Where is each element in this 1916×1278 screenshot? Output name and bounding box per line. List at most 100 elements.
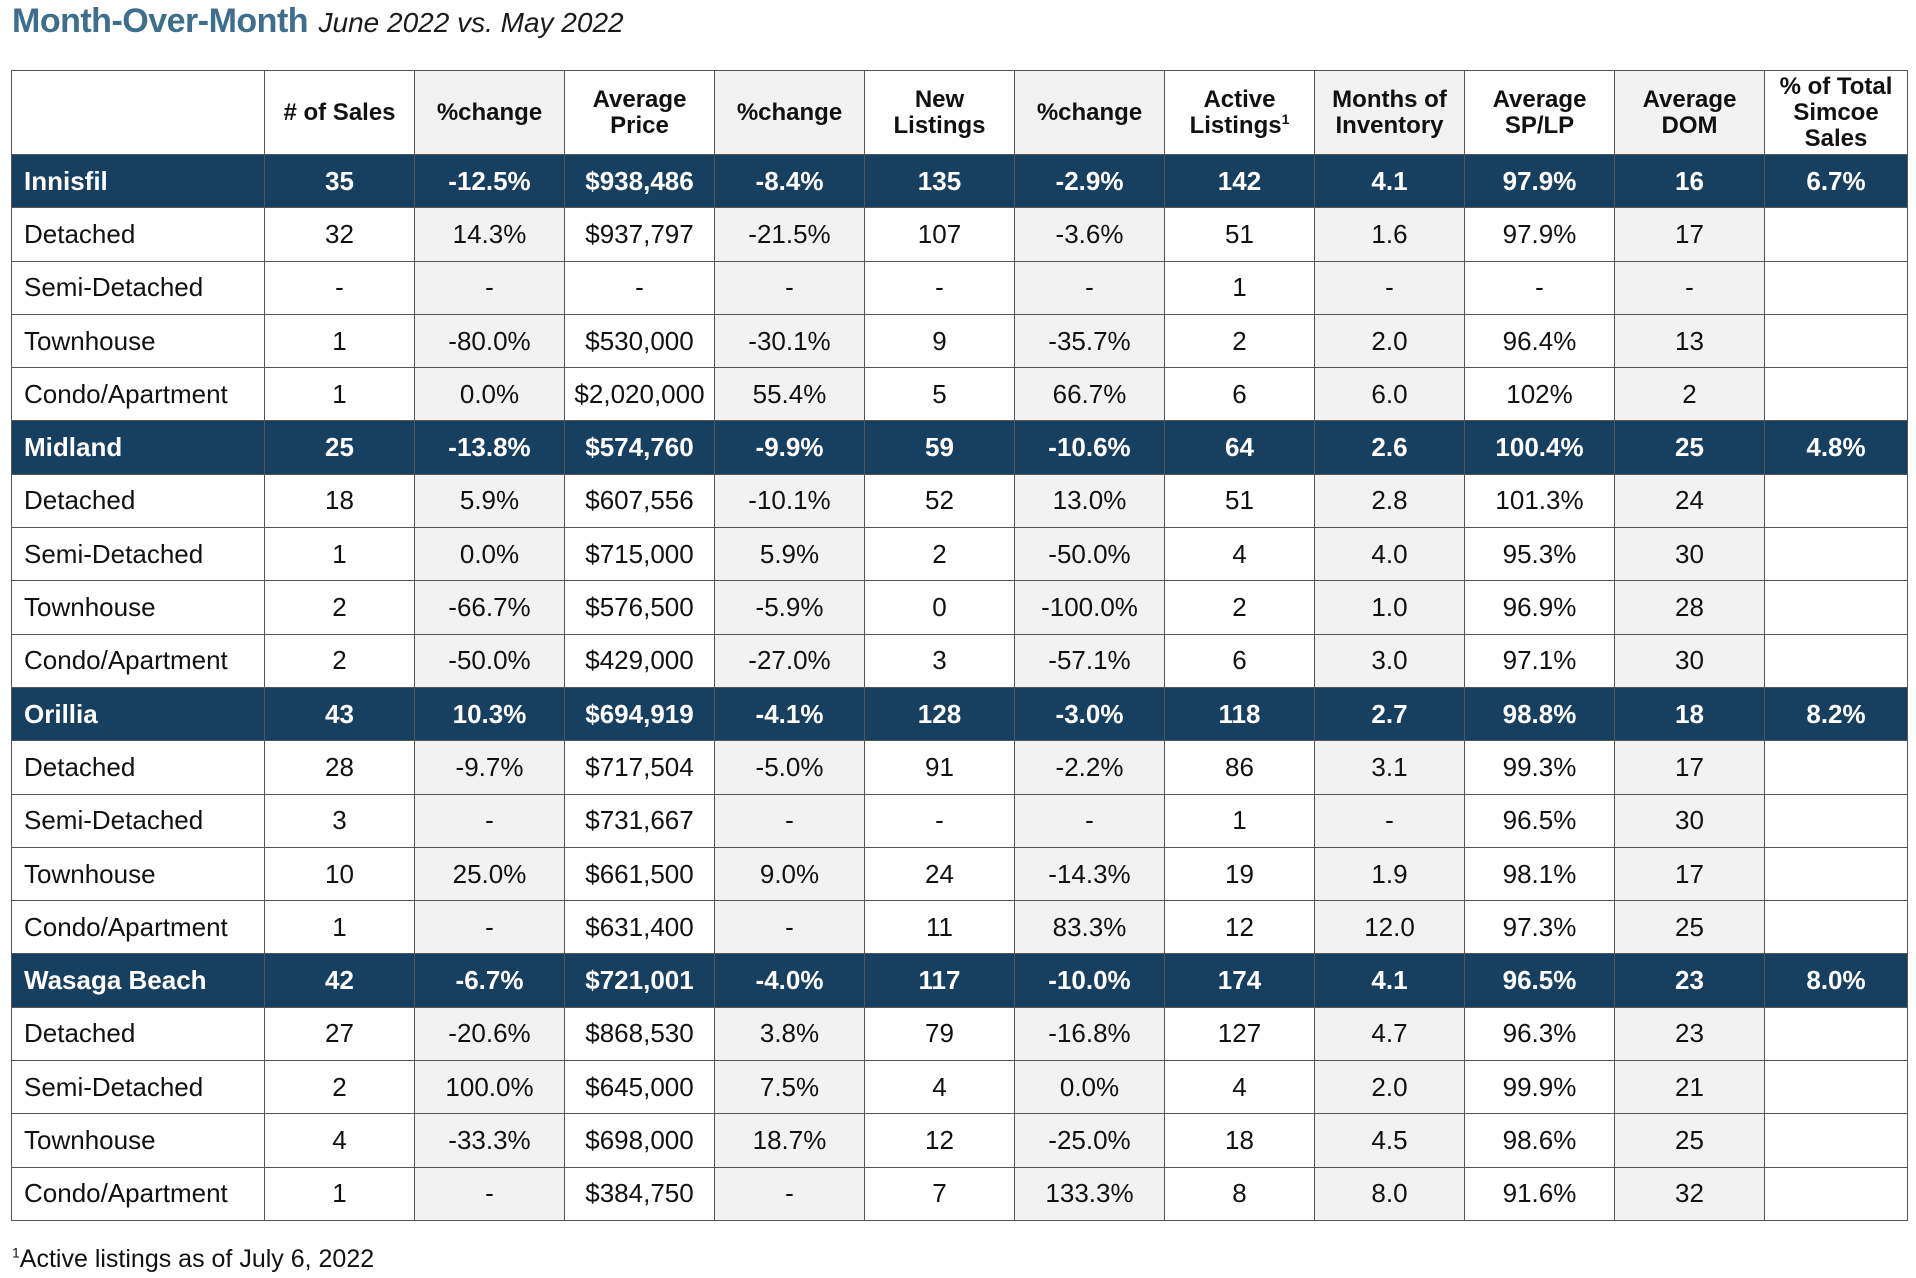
region-cell-sales-change: -6.7%: [414, 953, 565, 1008]
cell-average-sp-lp: 97.1%: [1464, 633, 1615, 688]
region-cell-average-sp-lp: 98.8%: [1464, 686, 1615, 742]
cell-new-listings: 2: [864, 527, 1015, 582]
property-type: Detached: [11, 473, 265, 529]
cell-price-change: 9.0%: [714, 846, 865, 902]
region-cell-active-listings: 174: [1164, 953, 1315, 1008]
region-cell-average-dom: 25: [1614, 420, 1765, 475]
column-header-label: # of Sales: [283, 98, 396, 126]
table-row: Townhouse 10 25.0% $661,500 9.0% 24 -14.3% 19 1.…: [11, 846, 1908, 902]
region-cell-sales: 35: [264, 153, 415, 209]
cell-percent-total-simcoe-sales: [1764, 793, 1908, 848]
cell-active-listings: 2: [1164, 313, 1315, 369]
cell-average-price: $715,000: [564, 527, 715, 582]
property-type: Semi-Detached: [11, 260, 265, 315]
region-cell-sales: 43: [264, 686, 415, 742]
cell-average-price: $607,556: [564, 473, 715, 529]
cell-sales: 28: [264, 740, 415, 795]
cell-new-listings-change: 66.7%: [1014, 367, 1165, 422]
cell-average-sp-lp: 99.9%: [1464, 1060, 1615, 1115]
property-type: Condo/Apartment: [11, 633, 265, 688]
cell-sales: 1: [264, 1166, 415, 1221]
cell-new-listings-change: -: [1014, 793, 1165, 848]
cell-months-of-inventory: 4.7: [1314, 1006, 1465, 1062]
cell-average-dom: 21: [1614, 1060, 1765, 1115]
cell-new-listings-change: -14.3%: [1014, 846, 1165, 902]
cell-active-listings: 6: [1164, 367, 1315, 422]
cell-new-listings: 79: [864, 1006, 1015, 1062]
table-row: Detached 27 -20.6% $868,530 3.8% 79 -16.8% 127 4…: [11, 1006, 1908, 1062]
cell-average-dom: 2: [1614, 367, 1765, 422]
title-subtitle: June 2022 vs. May 2022: [318, 7, 624, 38]
region-cell-active-listings: 64: [1164, 420, 1315, 475]
property-type: Semi-Detached: [11, 527, 265, 582]
region-cell-months-of-inventory: 4.1: [1314, 153, 1465, 209]
cell-months-of-inventory: 12.0: [1314, 900, 1465, 955]
cell-sales: 1: [264, 313, 415, 369]
column-header-price-change: %change: [714, 70, 865, 155]
table-row: Townhouse 1 -80.0% $530,000 -30.1% 9 -35.7% 2 2.…: [11, 313, 1908, 369]
cell-percent-total-simcoe-sales: [1764, 740, 1908, 795]
cell-average-dom: 25: [1614, 1113, 1765, 1168]
column-header-label: Average Price: [592, 85, 687, 139]
cell-new-listings-change: 13.0%: [1014, 473, 1165, 529]
cell-price-change: -: [714, 900, 865, 955]
table-header-row: # of Sales %change Average Price %change New…: [11, 70, 1908, 155]
cell-new-listings: 52: [864, 473, 1015, 529]
region-cell-average-dom: 16: [1614, 153, 1765, 209]
column-header-average-sp-lp: Average SP/LP: [1464, 70, 1615, 155]
cell-average-sp-lp: 96.9%: [1464, 580, 1615, 635]
cell-average-price: $717,504: [564, 740, 715, 795]
cell-sales: 1: [264, 900, 415, 955]
month-over-month-table: # of Sales %change Average Price %change New…: [11, 70, 1908, 1221]
cell-sales-change: -: [414, 260, 565, 315]
cell-price-change: -10.1%: [714, 473, 865, 529]
region-cell-months-of-inventory: 4.1: [1314, 953, 1465, 1008]
cell-active-listings: 6: [1164, 633, 1315, 688]
table-row: Semi-Detached 2 100.0% $645,000 7.5% 4 0.0% 4 2.…: [11, 1060, 1908, 1115]
region-cell-new-listings: 135: [864, 153, 1015, 209]
cell-active-listings: 8: [1164, 1166, 1315, 1221]
cell-new-listings: -: [864, 260, 1015, 315]
cell-new-listings: 91: [864, 740, 1015, 795]
cell-percent-total-simcoe-sales: [1764, 846, 1908, 902]
table-body: Innisfil 35 -12.5% $938,486 -8.4% 135 -2.9% 142…: [11, 153, 1908, 1221]
cell-sales-change: -33.3%: [414, 1113, 565, 1168]
cell-sales: 32: [264, 207, 415, 262]
cell-average-price: $645,000: [564, 1060, 715, 1115]
cell-sales: 1: [264, 527, 415, 582]
footnote-reference-mark: 1: [1281, 110, 1290, 127]
cell-sales-change: 14.3%: [414, 207, 565, 262]
cell-new-listings: 0: [864, 580, 1015, 635]
property-type: Townhouse: [11, 1113, 265, 1168]
table-row: Townhouse 2 -66.7% $576,500 -5.9% 0 -100.0% 2 1.…: [11, 580, 1908, 635]
cell-average-sp-lp: 96.4%: [1464, 313, 1615, 369]
region-cell-sales-change: -13.8%: [414, 420, 565, 475]
cell-new-listings: 4: [864, 1060, 1015, 1115]
table-row: Townhouse 4 -33.3% $698,000 18.7% 12 -25.0% 18 4…: [11, 1113, 1908, 1168]
cell-price-change: -5.0%: [714, 740, 865, 795]
cell-average-dom: 17: [1614, 846, 1765, 902]
cell-average-price: $384,750: [564, 1166, 715, 1221]
cell-months-of-inventory: 8.0: [1314, 1166, 1465, 1221]
cell-average-dom: 30: [1614, 633, 1765, 688]
column-header-average-price: Average Price: [564, 70, 715, 155]
cell-new-listings-change: -2.2%: [1014, 740, 1165, 795]
cell-months-of-inventory: 1.0: [1314, 580, 1465, 635]
cell-average-price: -: [564, 260, 715, 315]
page-title: Month-Over-Month June 2022 vs. May 2022: [12, 2, 624, 46]
cell-months-of-inventory: -: [1314, 260, 1465, 315]
cell-active-listings: 12: [1164, 900, 1315, 955]
table-row: Semi-Detached 3- $731,667- - -1-96.5% 30: [11, 793, 1908, 848]
region-summary-row: Innisfil 35 -12.5% $938,486 -8.4% 135 -2.9% 142…: [11, 153, 1908, 209]
property-type: Semi-Detached: [11, 793, 265, 848]
cell-sales: 1: [264, 367, 415, 422]
cell-new-listings-change: -100.0%: [1014, 580, 1165, 635]
table-row: Semi-Detached 1 0.0% $715,000 5.9% 2 -50.0% 4 4.…: [11, 527, 1908, 582]
region-cell-new-listings-change: -2.9%: [1014, 153, 1165, 209]
cell-sales: 3: [264, 793, 415, 848]
column-header-label: Average DOM: [1642, 85, 1737, 139]
cell-months-of-inventory: 1.9: [1314, 846, 1465, 902]
cell-active-listings: 1: [1164, 793, 1315, 848]
property-type: Condo/Apartment: [11, 900, 265, 955]
property-type: Semi-Detached: [11, 1060, 265, 1115]
